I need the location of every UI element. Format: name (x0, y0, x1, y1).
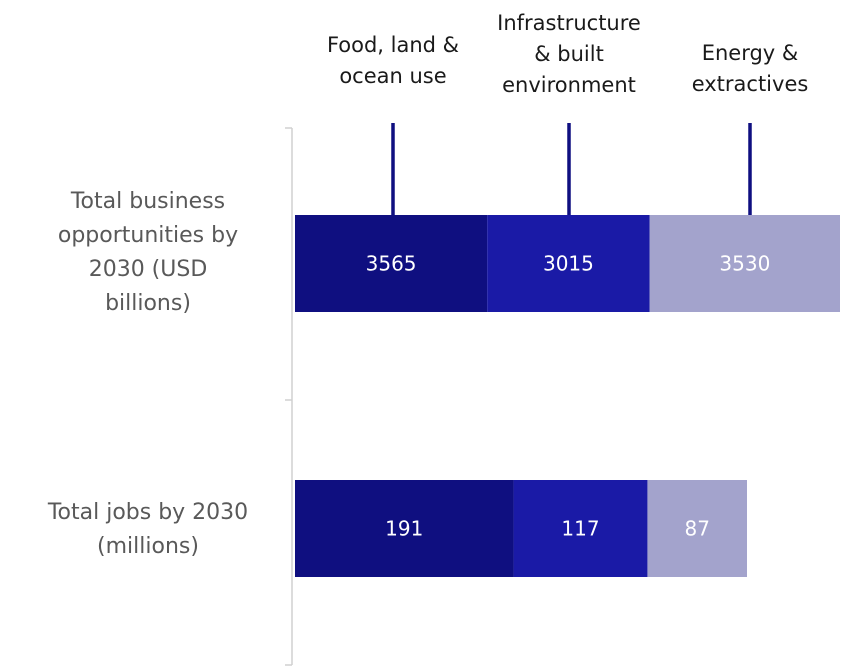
legend-header-line: Energy & (701, 41, 799, 65)
legend-header-0: Food, land & ocean use (303, 30, 483, 92)
category-label-line: opportunities by (57, 223, 239, 248)
bar-segment-row0-series0 (295, 215, 488, 312)
legend-header-1: Infrastructure & built environment (479, 8, 659, 101)
bar-segment-row0-series2 (649, 215, 840, 312)
legend-header-line: Infrastructure (497, 11, 641, 35)
bar-segment-row1-series2 (647, 480, 747, 577)
category-label-line: Total business (70, 189, 226, 214)
data-label-row1-series1: 117 (561, 517, 599, 541)
data-label-row0-series2: 3530 (719, 252, 770, 276)
bar-segment-row1-series0 (295, 480, 514, 577)
data-label-row0-series1: 3015 (543, 252, 594, 276)
bar-segment-row1-series1 (513, 480, 648, 577)
legend-header-line: Food, land & (326, 33, 460, 57)
category-label-line: (millions) (97, 534, 199, 559)
data-label-row1-series0: 191 (385, 517, 423, 541)
category-label-line: Total jobs by 2030 (47, 500, 249, 525)
legend-header-line: & built (534, 42, 604, 66)
bar-segment-row0-series1 (487, 215, 650, 312)
category-label-line: billions) (105, 291, 191, 316)
category-label-1: Total jobs by 2030 (millions) (8, 496, 288, 564)
legend-header-line: extractives (691, 72, 809, 96)
legend-header-line: environment (502, 73, 636, 97)
category-label-line: 2030 (USD (88, 257, 208, 282)
legend-header-line: ocean use (339, 64, 447, 88)
data-label-row0-series0: 3565 (366, 252, 417, 276)
legend-header-2: Energy & extractives (660, 38, 840, 100)
data-label-row1-series2: 87 (684, 517, 709, 541)
category-label-0: Total business opportunities by 2030 (USD b… (8, 185, 288, 321)
